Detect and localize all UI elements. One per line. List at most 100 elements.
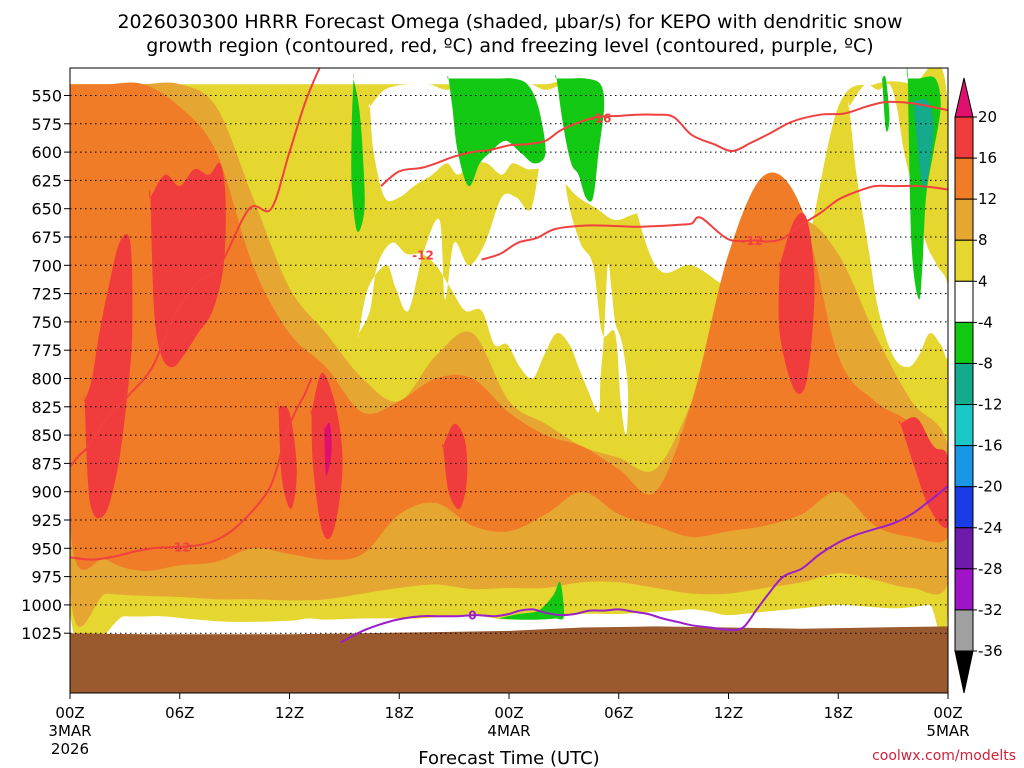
colorbar-box-4	[954, 280, 974, 323]
x-tick-label-8: 00Z	[933, 704, 962, 722]
colorbar-label-5: -4	[978, 313, 993, 331]
contour-label-minus12-lower: -12	[169, 541, 191, 555]
colorbar-box-6	[954, 362, 974, 406]
colorbar-box-12	[954, 609, 974, 652]
chart-title-line-1: 2026030300 HRRR Forecast Omega (shaded, …	[117, 11, 902, 33]
contour-minus12-lower	[70, 378, 313, 561]
temperature-contours: -12 -12 -16 -12 0	[70, 68, 948, 644]
y-tick-label-925: 925	[31, 511, 62, 530]
x-tick-label-2: 12Z	[275, 704, 304, 722]
contour-label-minus12-upper: -12	[412, 249, 434, 263]
omega-region-pos16-8	[778, 212, 815, 395]
colorbar-box-11	[954, 568, 974, 611]
y-tick-label-625: 625	[31, 171, 62, 190]
credit-text: coolwx.com/modelts	[872, 748, 1016, 764]
plot-area: -12 -12 -16 -12 0	[70, 68, 948, 693]
y-tick-label-1025: 1025	[21, 624, 62, 643]
x-tick-date-8: 5MAR	[926, 722, 969, 740]
colorbar-label-8: -16	[978, 437, 1003, 455]
omega-region-pos16-9	[898, 417, 948, 528]
y-tick-label-800: 800	[31, 370, 62, 389]
colorbar-box-9	[954, 486, 974, 529]
terrain-fill	[70, 626, 948, 693]
y-tick-label-650: 650	[31, 200, 62, 219]
terrain-polygon	[70, 626, 948, 693]
y-tick-label-700: 700	[31, 256, 62, 275]
colorbar-box-8	[954, 445, 974, 488]
omega-region-neg8-19	[495, 581, 565, 620]
y-tick-label-575: 575	[31, 115, 62, 134]
y-tick-label-725: 725	[31, 285, 62, 304]
colorbar-box-1	[954, 157, 974, 200]
colorbar-label-2: 12	[978, 190, 997, 208]
pressure-axis: 550 575 600 625 650 675 700 725 750 775 800 825 850 8…	[21, 87, 70, 643]
colorbar-label-7: -12	[978, 396, 1003, 414]
x-tick-label-3: 18Z	[385, 704, 414, 722]
omega-colorbar: 20 16 12 8 4 -4 -8 -12 -16 -20 -24 -28 -32 -36	[954, 77, 1003, 694]
colorbar-label-11: -28	[978, 560, 1003, 578]
omega-region-pos16-5	[277, 401, 297, 509]
y-tick-label-950: 950	[31, 539, 62, 558]
colorbar-box-2	[954, 198, 974, 241]
omega-region-pos16-4	[149, 162, 226, 368]
colorbar-label-4: 4	[978, 272, 988, 290]
x-tick-label-0: 00Z	[55, 704, 84, 722]
contour-minus16	[380, 100, 948, 187]
y-tick-label-975: 975	[31, 568, 62, 587]
y-tick-label-850: 850	[31, 426, 62, 445]
colorbar-label-12: -32	[978, 601, 1003, 619]
omega-region-neg8-17	[881, 74, 890, 132]
y-tick-label-750: 750	[31, 313, 62, 332]
colorbar-box-7	[954, 404, 974, 447]
omega-region-neg8-15	[447, 76, 546, 187]
omega-region-pos20-10	[323, 422, 332, 476]
chart-title-line-2: growth region (contoured, red, ºC) and f…	[146, 35, 873, 57]
y-tick-label-875: 875	[31, 454, 62, 473]
omega-region-neg4-11	[357, 105, 629, 436]
x-tick-label-6: 12Z	[714, 704, 743, 722]
y-tick-label-600: 600	[31, 143, 62, 162]
colorbar-label-13: -36	[978, 642, 1003, 660]
colorbar-box-10	[954, 527, 974, 570]
omega-region-neg12-20	[911, 95, 934, 190]
y-tick-label-775: 775	[31, 341, 62, 360]
contour-freezing-level	[340, 485, 948, 644]
contour-label-freezing-level: 0	[468, 609, 476, 623]
colorbar-box-5	[954, 321, 974, 364]
colorbar-label-3: 8	[978, 231, 988, 249]
colorbar-label-6: -8	[978, 354, 993, 372]
omega-region-neg4-13	[848, 83, 948, 368]
omega-region-pos16-7	[442, 423, 468, 509]
colorbar-label-1: 16	[978, 149, 997, 167]
omega-region-neg8-16	[555, 74, 605, 202]
colorbar-label-10: -24	[978, 519, 1003, 537]
colorbar-box-0	[954, 116, 974, 159]
x-tick-date-0: 3MAR	[48, 722, 91, 740]
omega-shading	[70, 68, 948, 652]
y-tick-label-675: 675	[31, 228, 62, 247]
x-tick-label-5: 06Z	[604, 704, 633, 722]
y-tick-label-900: 900	[31, 483, 62, 502]
y-tick-label-550: 550	[31, 87, 62, 106]
contour-minus12-upper	[70, 68, 321, 468]
x-tick-label-1: 06Z	[165, 704, 194, 722]
pressure-gridlines	[70, 95, 948, 634]
x-tick-label-7: 18Z	[824, 704, 853, 722]
y-tick-label-1000: 1000	[21, 596, 62, 615]
contour-label-minus16: -16	[590, 112, 612, 126]
x-axis-label: Forecast Time (UTC)	[418, 748, 599, 768]
colorbar-box-3	[954, 239, 974, 282]
colorbar-label-9: -20	[978, 478, 1003, 496]
y-tick-label-825: 825	[31, 398, 62, 417]
x-tick-year-0: 2026	[51, 740, 89, 758]
omega-region-neg8-14	[351, 73, 365, 232]
omega-region-pos16-3	[83, 233, 133, 519]
x-tick-date-4: 4MAR	[487, 722, 530, 740]
contour-label-minus12-upper-extended: -12	[741, 234, 763, 248]
colorbar-label-0: 20	[978, 108, 997, 126]
contour-minus12-upper-extended	[481, 184, 948, 261]
colorbar-bottom-arrow	[954, 650, 974, 694]
x-tick-label-4: 00Z	[494, 704, 523, 722]
